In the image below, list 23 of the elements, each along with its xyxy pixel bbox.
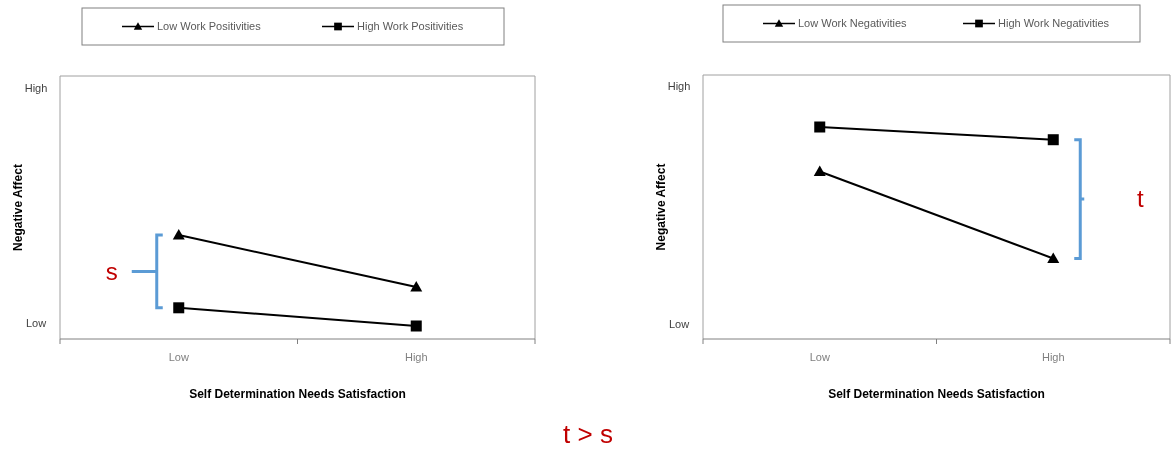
point [1047, 134, 1059, 146]
point [814, 121, 826, 133]
text: High [667, 79, 691, 92]
y-axis-title: Negative Affect [654, 163, 668, 251]
annotation: t [1136, 185, 1144, 213]
y-axis-title: Negative Affect [11, 164, 25, 251]
x-tick-label: High [1041, 351, 1065, 363]
legend-label: Low Work Negativities [798, 17, 908, 30]
x-tick-label: High [404, 351, 428, 363]
legend-label: High Work Negativities [998, 17, 1110, 30]
x-axis-title: Self Determination Needs Satisfaction [828, 387, 1045, 401]
text: t > s [563, 419, 613, 449]
text: Low [668, 317, 690, 330]
point [410, 320, 422, 332]
x-axis-title: Self Determination Needs Satisfaction [189, 387, 406, 401]
text: Low [25, 316, 47, 329]
annotation: s [105, 257, 118, 285]
point [173, 302, 185, 314]
x-tick-label: Low [809, 351, 830, 363]
legend-label: Low Work Positivities [157, 20, 262, 33]
x-tick-label: Low [168, 351, 189, 363]
legend-label: High Work Positivities [357, 20, 464, 33]
text: High [24, 81, 48, 94]
